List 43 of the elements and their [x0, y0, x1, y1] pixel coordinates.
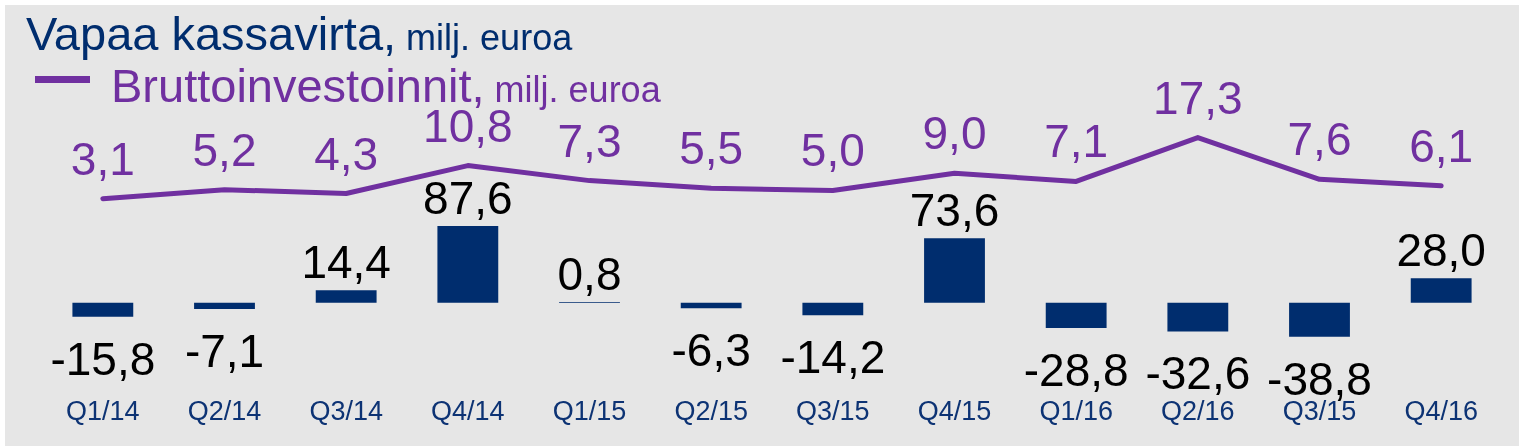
bar: [194, 302, 255, 310]
data-label: 6,1: [1409, 119, 1474, 172]
data-label: 73,6: [909, 184, 1000, 237]
bar: [1045, 302, 1107, 329]
data-label: 7,1: [1044, 115, 1109, 168]
data-label: 28,0: [1396, 224, 1486, 277]
data-label: 5,2: [192, 123, 257, 176]
data-label: -14,2: [780, 331, 886, 384]
data-label: -7,1: [184, 325, 265, 378]
x-tick-label: Q4/15: [917, 396, 992, 427]
bar: [802, 302, 864, 316]
bar: [1289, 302, 1350, 337]
bar: [680, 302, 742, 309]
data-label: 14,4: [301, 236, 391, 289]
bar: [924, 238, 985, 303]
x-tick-label: Q1/15: [552, 396, 627, 427]
bar: [315, 290, 377, 303]
x-tick-label: Q1/16: [1039, 396, 1113, 427]
data-label: 0,8: [557, 248, 622, 301]
bar: [1167, 302, 1229, 332]
x-tick-label: Q1/14: [66, 396, 140, 427]
bar: [437, 225, 499, 303]
data-label: -28,8: [1023, 344, 1129, 397]
data-label: -6,3: [671, 324, 751, 377]
data-label: 7,3: [557, 114, 622, 167]
x-tick-label: Q3/14: [309, 396, 383, 427]
data-label: 9,0: [922, 107, 987, 160]
data-label: 4,3: [314, 127, 379, 180]
text: Vapaa kassavirta, milj. euroa: [26, 7, 573, 60]
bar: [1410, 278, 1472, 303]
x-tick-label: Q2/15: [674, 396, 748, 427]
data-label: -15,8: [50, 332, 156, 385]
data-label: 3,1: [70, 132, 135, 185]
bar: [72, 302, 134, 317]
data-label: 5,5: [679, 122, 744, 175]
data-label: 5,0: [800, 124, 865, 177]
x-tick-label: Q4/14: [431, 396, 505, 427]
data-label: 7,6: [1287, 113, 1352, 166]
x-tick-label: Q3/15: [796, 396, 870, 427]
data-label: 17,3: [1153, 71, 1243, 124]
data-label: 87,6: [423, 171, 513, 224]
x-tick-label: Q2/14: [187, 396, 262, 427]
x-tick-label: Q4/16: [1404, 396, 1478, 427]
